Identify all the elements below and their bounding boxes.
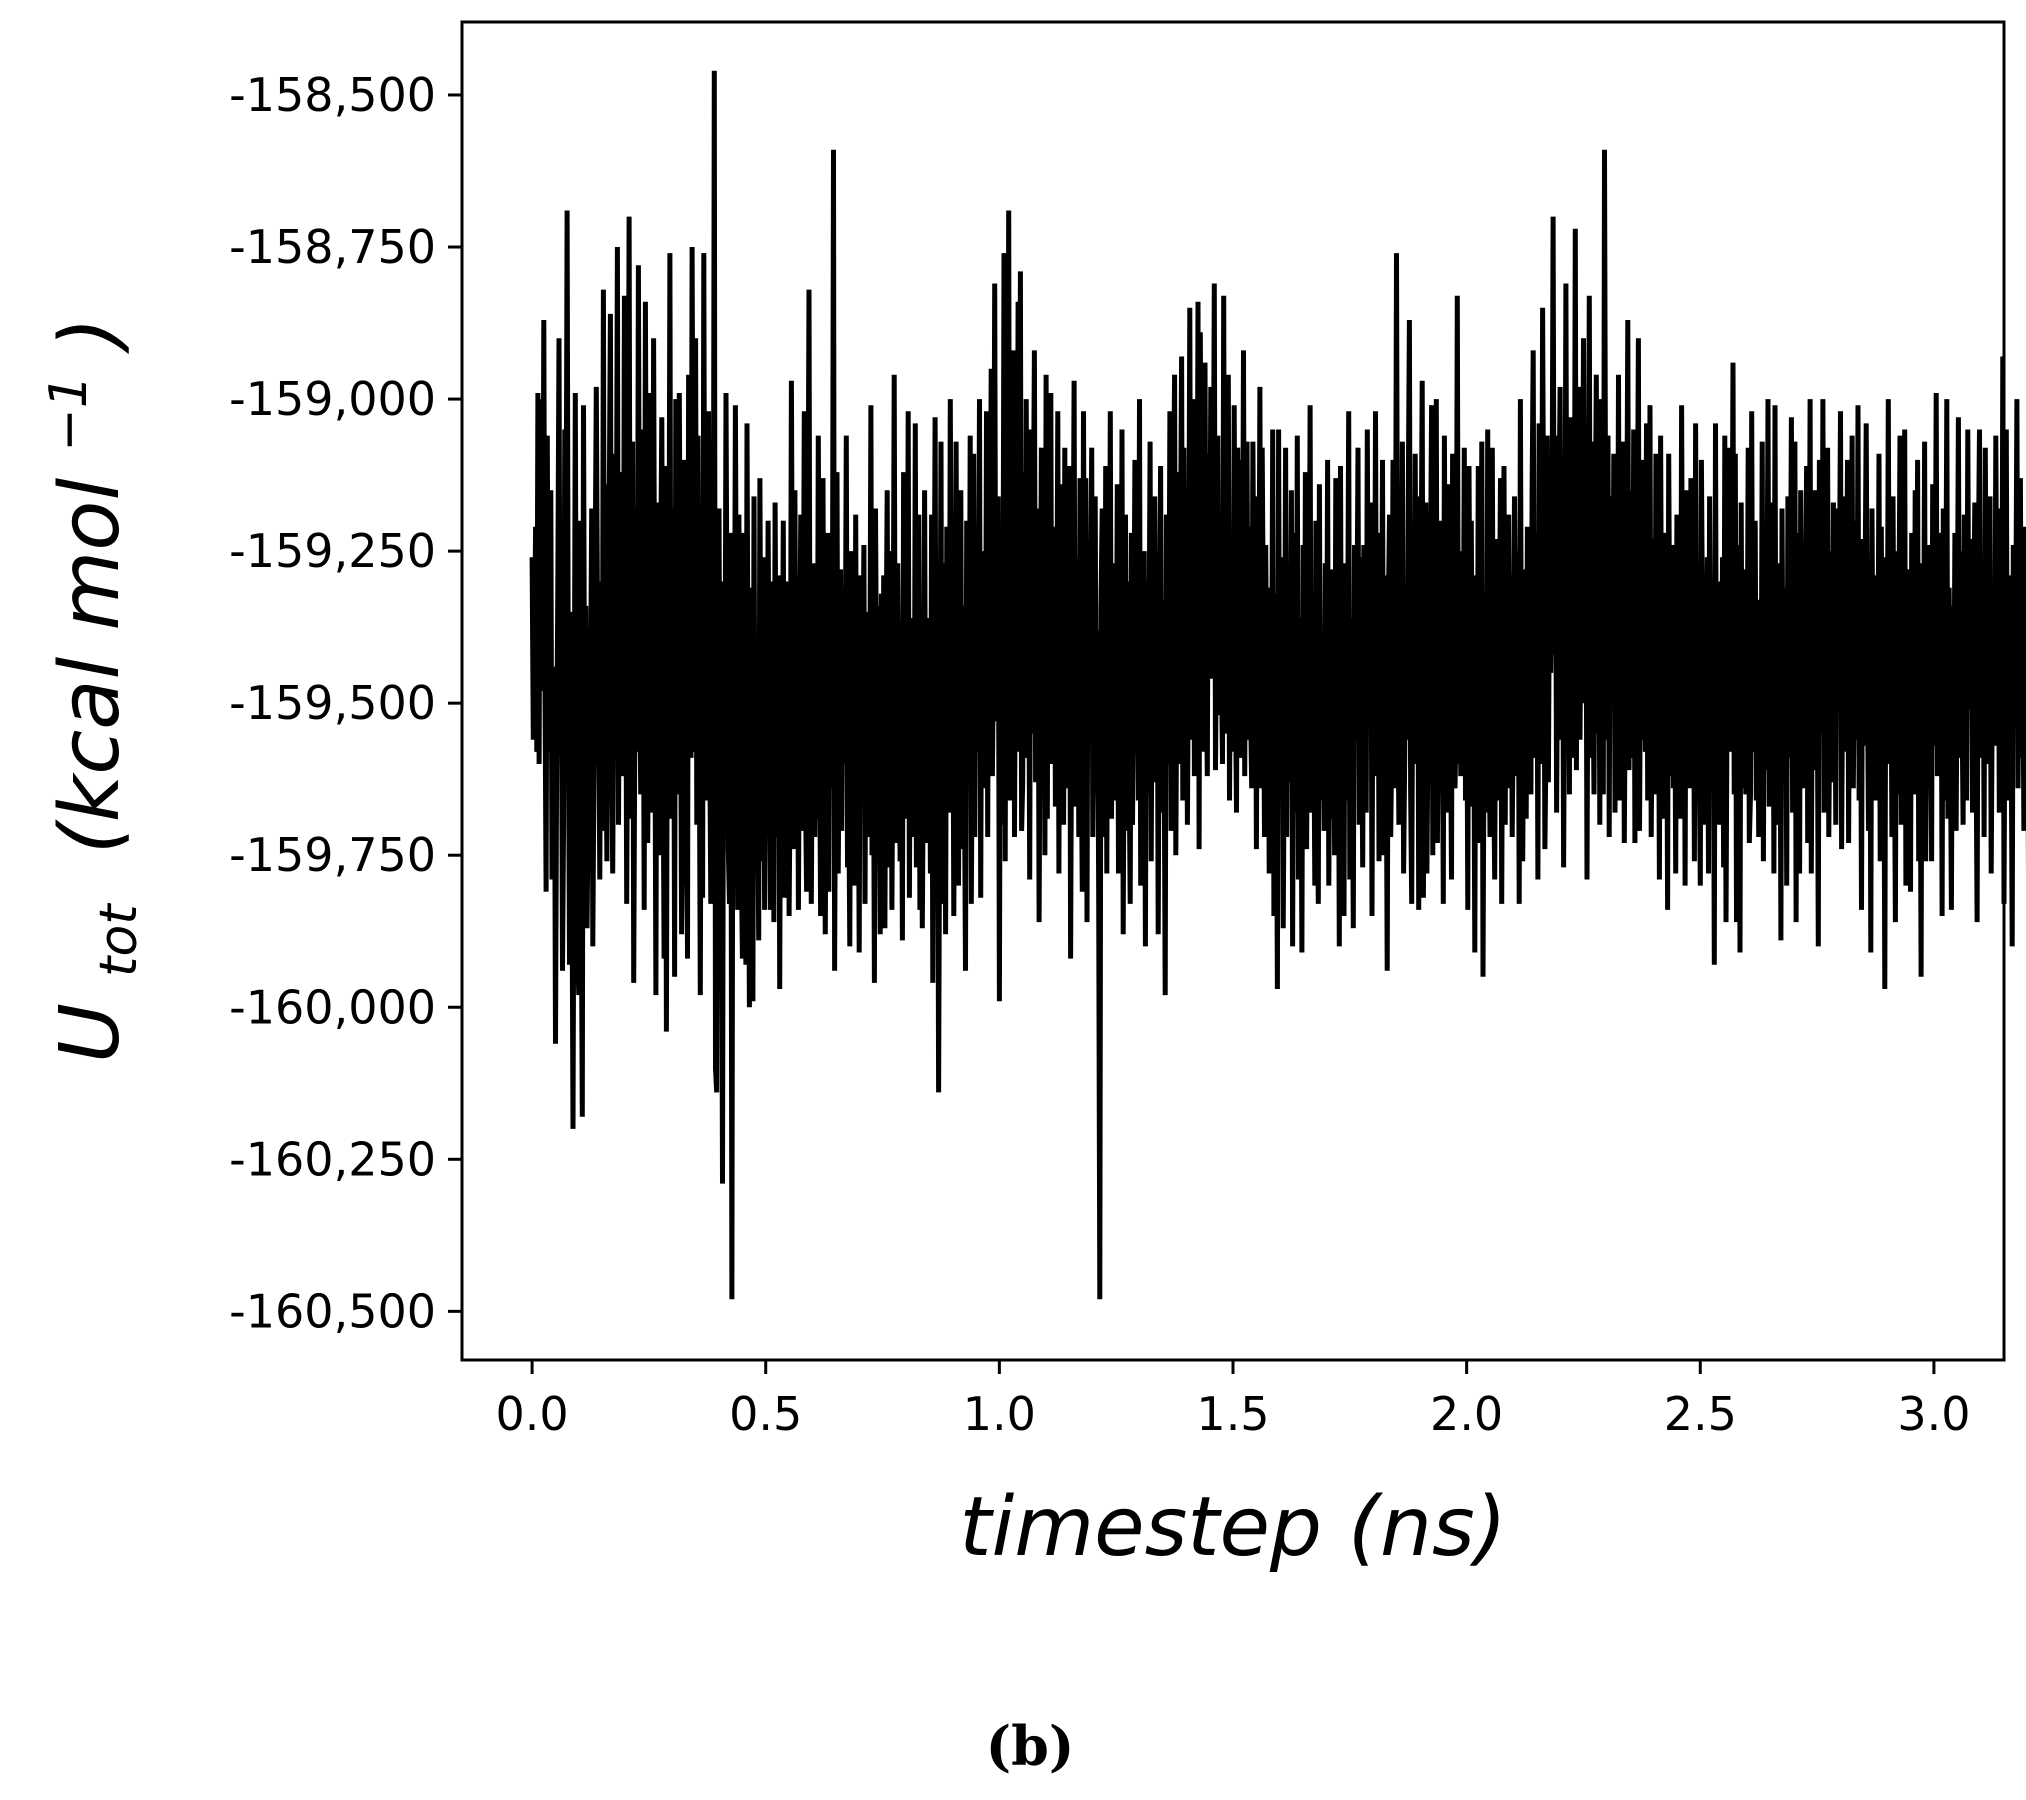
x-tick-label: 0.0 — [496, 1387, 569, 1441]
y-axis-title-symbol: U — [43, 1003, 138, 1063]
y-tick-label: -159,750 — [229, 828, 436, 882]
figure-caption: (b) — [986, 1714, 1075, 1778]
y-axis-title-close: ) — [43, 317, 138, 355]
y-tick-label: -160,500 — [229, 1284, 436, 1338]
x-axis-title: timestep (ns) — [959, 1480, 1506, 1575]
x-axis: 0.0 0.5 1.0 1.5 2.0 2.5 3.0 — [496, 1360, 1970, 1441]
y-axis: -158,500 -158,750 -159,000 -159,250 -159,500… — [229, 68, 462, 1338]
y-tick-label: -159,250 — [229, 524, 436, 578]
y-axis-title-unit: (kcal mol — [43, 478, 138, 855]
x-tick-label: 1.0 — [963, 1387, 1036, 1441]
y-axis-title-subscript: tot — [89, 903, 149, 977]
x-tick-label: 3.0 — [1897, 1387, 1970, 1441]
x-tick-label: 2.5 — [1664, 1387, 1737, 1441]
x-tick-label: 1.5 — [1196, 1387, 1269, 1441]
y-tick-label: -158,750 — [229, 220, 436, 274]
x-tick-label: 2.0 — [1430, 1387, 1503, 1441]
x-tick-label: 0.5 — [729, 1387, 802, 1441]
series-line-0 — [529, 70, 2026, 1300]
y-tick-label: -160,250 — [229, 1132, 436, 1186]
series-layer — [529, 70, 2026, 1300]
y-tick-label: -159,000 — [229, 372, 436, 426]
y-axis-title: U tot (kcal mol −1 ) — [11, 317, 156, 1063]
y-tick-label: -159,500 — [229, 676, 436, 730]
y-axis-title-exponent: −1 — [39, 375, 99, 452]
y-tick-label: -160,000 — [229, 980, 436, 1034]
y-tick-label: -158,500 — [229, 68, 436, 122]
